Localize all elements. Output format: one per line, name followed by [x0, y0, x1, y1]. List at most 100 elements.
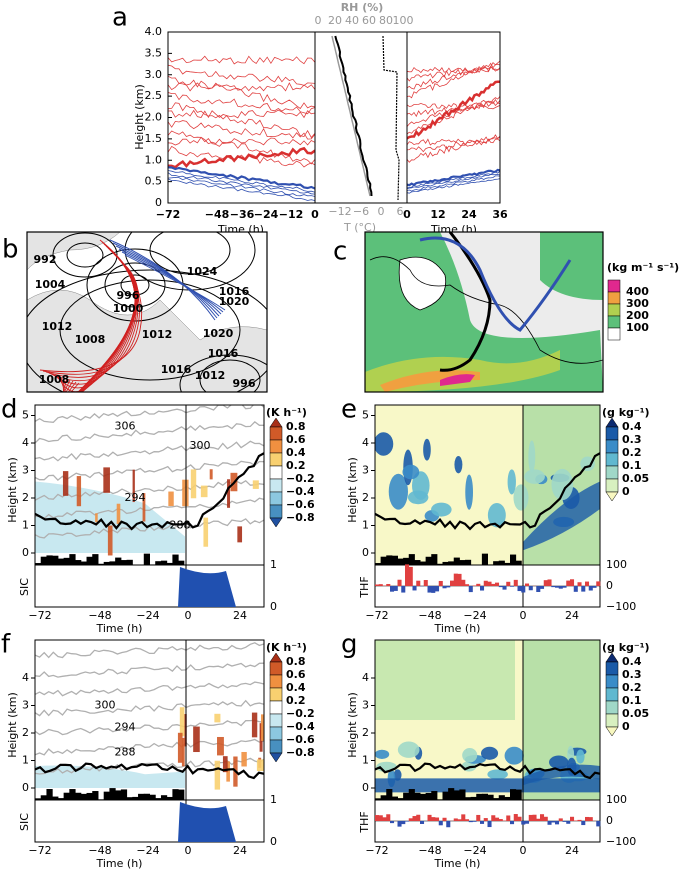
moisture-blob — [431, 502, 452, 517]
y-tick-label: 3 — [362, 699, 369, 712]
t-tick-label: −12 — [328, 205, 351, 218]
rh-label: RH (%) — [341, 1, 384, 14]
x-tick-label: −72 — [28, 609, 51, 622]
moisture-blob — [551, 468, 574, 501]
terrain — [109, 561, 116, 565]
colorbar-bin — [605, 700, 619, 715]
colorbar-bin — [605, 439, 619, 454]
t-tick-label: 0 — [378, 205, 385, 218]
terrain — [97, 563, 105, 565]
terrain — [75, 560, 82, 565]
pbl-line — [35, 452, 264, 531]
terrain — [442, 561, 449, 565]
rh-line — [407, 135, 500, 153]
terrain — [46, 555, 53, 565]
y-tick-label: 1 — [362, 519, 369, 532]
thf-bar — [427, 586, 432, 593]
terrain — [504, 796, 511, 800]
terrain — [160, 795, 168, 800]
heating-blob — [62, 471, 69, 496]
terrain — [493, 561, 500, 565]
plot-area — [35, 405, 264, 565]
colorbar-label: 0.3 — [622, 668, 642, 681]
heating-blob — [116, 503, 121, 525]
terrain — [481, 793, 488, 800]
thf-bar — [442, 586, 447, 589]
terrain — [63, 792, 70, 800]
pbl-line — [35, 762, 264, 780]
blue-line — [168, 172, 315, 195]
contour-label: 300 — [190, 439, 211, 452]
rh-tick-label: 0 — [315, 14, 322, 27]
rh-line — [168, 145, 315, 168]
isobar — [179, 354, 267, 392]
terrain — [459, 560, 466, 565]
thf-bar — [506, 815, 511, 821]
terrain — [69, 554, 76, 565]
moisture-blob — [454, 455, 463, 474]
heating-blob — [256, 759, 264, 771]
moisture-blob — [549, 755, 569, 770]
thf-bar — [375, 815, 380, 821]
colorbar-label: 0.2 — [622, 446, 642, 459]
theta-contour — [35, 479, 264, 501]
colorbar-label: 0.6 — [286, 433, 306, 446]
colorbar-label: 0.05 — [622, 472, 649, 485]
colorbar-bin — [269, 661, 283, 676]
y-tick-label: 5 — [362, 409, 369, 422]
thf-bar — [581, 821, 586, 826]
map-frame — [26, 231, 268, 393]
sic-area — [178, 567, 236, 607]
moisture-blob — [487, 769, 508, 780]
thf-bar — [528, 586, 533, 591]
terrain — [431, 554, 438, 565]
moisture-blob — [504, 746, 524, 765]
x-axis-label: Time (h) — [96, 622, 143, 635]
blue-line — [168, 170, 315, 193]
x-tick-label: −72 — [365, 609, 388, 622]
colorbar-bin — [269, 700, 283, 715]
sub-axes-box — [34, 564, 265, 608]
terrain — [493, 798, 500, 800]
terrain — [453, 557, 460, 565]
terrain — [408, 789, 415, 800]
panel-label: a — [112, 3, 128, 33]
colorbar-bin — [605, 674, 619, 689]
colorbar-bin — [269, 465, 283, 480]
terrain — [476, 793, 483, 800]
thf-bar — [551, 821, 556, 823]
thf-bar — [528, 814, 533, 821]
colorbar-bin — [269, 674, 283, 689]
x-tick-label: 0 — [311, 208, 319, 221]
trajectory — [70, 265, 139, 392]
y-tick-label: 0 — [362, 781, 369, 794]
y-tick-label: 0 — [362, 546, 369, 559]
legend-swatch — [607, 303, 621, 317]
thf-bar — [588, 817, 593, 821]
x-tick-label: −24 — [463, 609, 486, 622]
track-black — [439, 232, 492, 372]
rh-tick-label: 80 — [379, 14, 393, 27]
rh-tick-label: 100 — [393, 14, 414, 27]
rh-line-bold — [168, 146, 315, 169]
thf-bar — [468, 586, 473, 593]
legend-label: 100 — [626, 321, 649, 334]
y-tick-label: 0.5 — [145, 175, 163, 188]
thf-bar — [570, 816, 575, 821]
colorbar-title: (g kg⁻¹) — [602, 641, 650, 654]
moisture-blob — [423, 438, 431, 461]
isobar-label: 996 — [233, 377, 256, 390]
thf-bar — [517, 816, 522, 821]
sub-tick-label: 1 — [270, 793, 277, 806]
terrain — [386, 789, 393, 800]
terrain — [397, 558, 404, 565]
y-tick-label: 4 — [22, 671, 29, 684]
y-tick-label: 1 — [362, 754, 369, 767]
y-tick-label: 4 — [362, 436, 369, 449]
thf-bar — [525, 583, 530, 586]
terrain — [166, 796, 173, 800]
terrain — [120, 789, 128, 800]
blue-line — [168, 178, 315, 201]
thf-bar — [491, 815, 496, 821]
rh-line — [168, 120, 315, 140]
